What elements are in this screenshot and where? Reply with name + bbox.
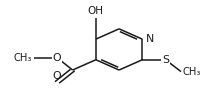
Text: S: S	[161, 55, 168, 65]
Text: OH: OH	[87, 6, 103, 16]
Text: O: O	[53, 71, 61, 81]
Text: CH₃: CH₃	[14, 53, 32, 63]
Text: N: N	[145, 34, 153, 44]
Text: O: O	[53, 53, 61, 63]
Text: CH₃: CH₃	[182, 67, 200, 77]
